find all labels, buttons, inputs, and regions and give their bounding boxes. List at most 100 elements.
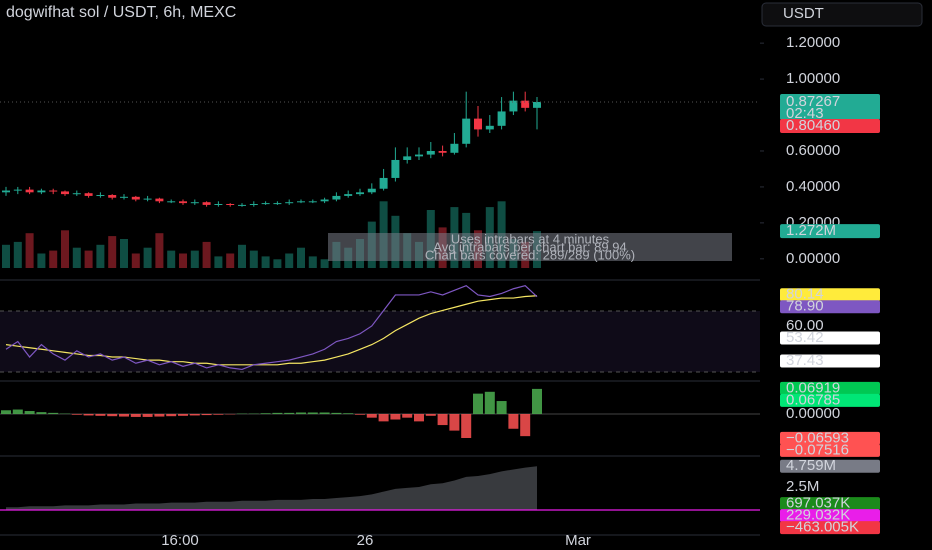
macd-bar (12, 409, 23, 414)
candle-body (285, 202, 294, 204)
volume-bar (297, 247, 305, 268)
volume-bar (72, 247, 81, 268)
volume-bar (49, 250, 58, 268)
candle-body (190, 202, 199, 204)
symbol-title: dogwifhat sol / USDT, 6h, MEXC (6, 4, 236, 21)
macd-bar (166, 413, 177, 417)
axis-label-box (780, 509, 880, 523)
macd-bar (484, 391, 495, 414)
candle-body (155, 198, 164, 202)
candle-body (462, 118, 471, 144)
candle-body (450, 143, 459, 153)
axis-label: 80.14 (786, 286, 824, 303)
candle-body (332, 195, 341, 200)
candle-body (379, 177, 388, 189)
candle-body (403, 156, 412, 160)
y-tick-label: 0.60000 (786, 142, 840, 159)
macd-bar (508, 413, 519, 429)
candle-body (533, 101, 541, 108)
candle-body (214, 204, 223, 206)
rsi-band (0, 311, 760, 372)
macd-bar (520, 413, 531, 437)
axis-label-box (780, 354, 880, 368)
price-label-box (780, 118, 880, 133)
candle-body (61, 191, 69, 195)
candle-body (37, 190, 46, 193)
macd-bar (296, 412, 306, 414)
axis-label-box (780, 393, 880, 407)
candle-body (84, 193, 93, 196)
price-label-box (780, 93, 880, 120)
volume-bar (226, 253, 235, 268)
candle-body (179, 201, 187, 204)
axis-label-box (780, 431, 880, 445)
macd-bar (425, 413, 436, 416)
macd-bar (284, 412, 295, 414)
macd-bar (307, 412, 318, 414)
x-tick-label: 16:00 (161, 532, 199, 549)
candle-body (438, 150, 447, 153)
candle-body (521, 100, 530, 108)
macd-bar (343, 413, 354, 414)
candle-body (367, 188, 376, 193)
macd-bar (142, 413, 153, 417)
macd-bar (272, 412, 283, 414)
axis-label: 229.032K (786, 507, 850, 524)
info-box (328, 233, 732, 261)
axis-label: 0.06785 (786, 391, 840, 408)
volume-bar (308, 256, 317, 268)
volume-bar (190, 250, 199, 268)
volume-bar (273, 259, 282, 268)
volume-bar (285, 253, 294, 268)
macd-bar (119, 413, 129, 417)
axis-label-box (780, 331, 880, 345)
macd-bar (107, 413, 118, 417)
macd-bar (331, 412, 342, 414)
candle-body (249, 204, 258, 206)
price-label: 0.87267 (786, 93, 840, 110)
macd-bar (390, 413, 401, 420)
volume-bar (179, 253, 187, 268)
price-label: 0.80460 (786, 117, 840, 134)
currency-button[interactable] (761, 2, 923, 27)
candle-body (426, 150, 435, 155)
axis-label: 697.037K (786, 495, 850, 512)
macd-bar (201, 413, 212, 416)
macd-bar (178, 413, 188, 416)
volume-bar (261, 256, 270, 268)
info-text: Uses intrabars at 4 minutes (451, 231, 610, 246)
x-tick-label: Mar (565, 532, 591, 549)
candle-body (49, 190, 58, 192)
candle-body (297, 201, 305, 203)
candle-body (497, 111, 506, 126)
candle-body (108, 195, 117, 198)
currency-label[interactable]: USDT (783, 5, 824, 22)
volume-bar (25, 233, 34, 268)
volume-bar (131, 253, 140, 268)
candle-body (320, 199, 329, 202)
y-tick-label: 1.20000 (786, 34, 840, 51)
axis-label-box (780, 497, 880, 511)
macd-bar (48, 412, 59, 414)
macd-bar (414, 413, 424, 422)
macd-bar (355, 413, 365, 415)
macd-bar (473, 393, 483, 414)
y-tick-label: 0.00000 (786, 250, 840, 267)
candle-body (509, 100, 518, 112)
axis-label: 0.06919 (786, 379, 840, 396)
volume-label: 1.272M (786, 222, 836, 239)
candle-body (25, 189, 34, 193)
candle-body (131, 196, 140, 200)
macd-bar (437, 413, 448, 426)
macd-bar (532, 388, 542, 414)
volume-bar (214, 256, 223, 268)
x-tick-label: 26 (357, 532, 374, 549)
volume-bar (13, 241, 22, 268)
axis-label-box (780, 521, 880, 535)
candle-body (485, 125, 494, 130)
candle-body (13, 189, 22, 191)
axis-label: 4.759M (786, 457, 836, 474)
macd-bar (319, 412, 330, 414)
axis-label: 2.5M (786, 478, 819, 495)
